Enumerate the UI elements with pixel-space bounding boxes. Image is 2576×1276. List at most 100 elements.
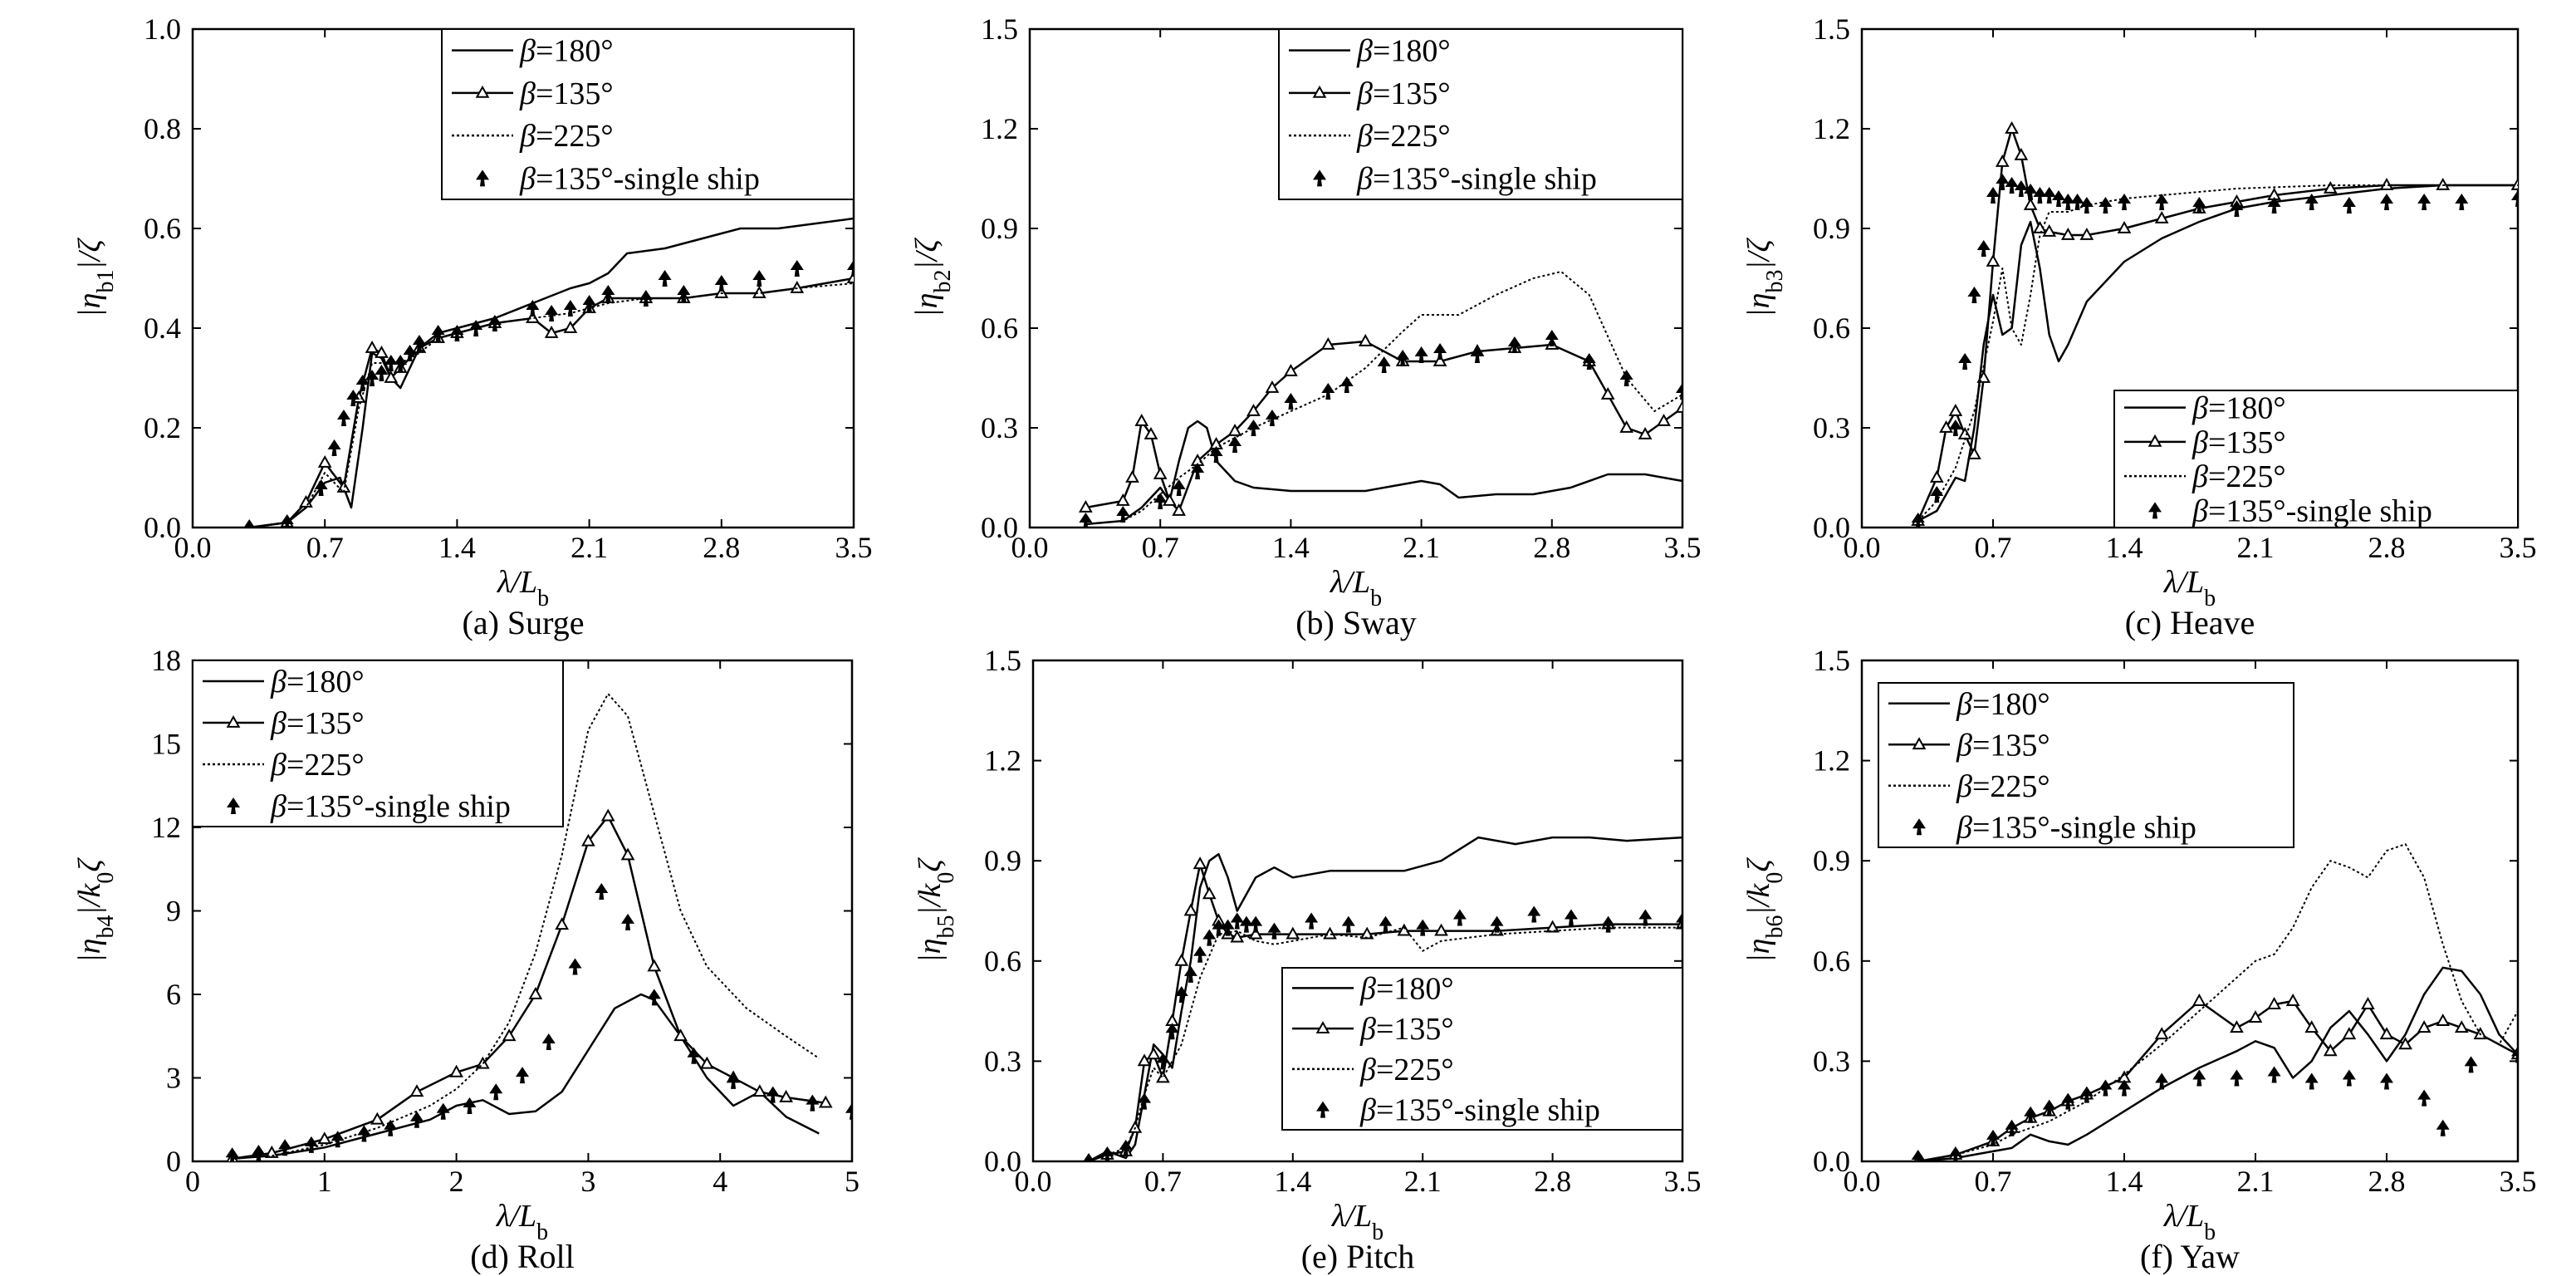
data-point-triangle (647, 959, 662, 972)
data-point-single-ship (2304, 1072, 2319, 1090)
legend-label: β=180° (519, 34, 614, 69)
y-tick-label: 0.3 (1813, 1044, 1850, 1077)
data-point-single-ship (2230, 200, 2244, 217)
data-point-single-ship (1582, 353, 1596, 370)
x-axis-label: λ/Lb (497, 565, 549, 611)
data-point-single-ship (2380, 1072, 2393, 1090)
data-point-triangle (2510, 177, 2518, 190)
data-point-triangle (2436, 177, 2451, 190)
x-axis-label: λ/Lb (1330, 565, 1382, 611)
data-point-triangle (1265, 380, 1280, 393)
data-point-single-ship (1396, 350, 1410, 366)
data-point-single-ship (1193, 945, 1207, 963)
data-point-single-ship (1165, 1023, 1179, 1040)
data-point-single-ship (1174, 986, 1188, 1003)
data-point-single-ship (336, 410, 350, 426)
legend-label: β=180° (2192, 391, 2286, 426)
legend-label: β=225° (519, 119, 614, 154)
series-line-1 (1917, 966, 2518, 1161)
y-tick-label: 0.0 (984, 1145, 1021, 1178)
data-point-triangle (1172, 503, 1187, 516)
data-point-single-ship (2230, 1069, 2244, 1087)
y-tick-label: 1.2 (1813, 112, 1850, 145)
data-point-single-ship (331, 1131, 345, 1148)
data-point-triangle (563, 320, 578, 333)
data-point-triangle (1323, 926, 1337, 940)
data-point-single-ship (516, 1067, 529, 1084)
x-tick-label: 0.7 (306, 531, 344, 564)
data-point-triangle (1986, 253, 2001, 267)
data-point-single-ship (2061, 194, 2075, 210)
legend: β=180° β=135° β=225° β=135°-single ship (1878, 682, 2294, 848)
data-point-single-ship (1433, 343, 1447, 360)
data-point-triangle (818, 1095, 833, 1108)
data-point-single-ship (677, 285, 691, 302)
data-point-single-ship (526, 300, 540, 317)
legend-box (441, 28, 855, 200)
data-point-triangle (2042, 223, 2057, 237)
x-tick-label: 0.7 (1975, 531, 2012, 564)
x-tick-label: 3.5 (835, 531, 873, 564)
y-tick-label: 0.6 (981, 312, 1018, 345)
data-point-triangle (2323, 180, 2338, 194)
data-point-single-ship (1911, 1149, 1925, 1161)
data-point-triangle (1939, 420, 1953, 433)
plot-frame (1860, 659, 2520, 1163)
data-point-single-ship (568, 958, 582, 975)
data-point-triangle (2023, 197, 2038, 210)
data-point-single-ship (2155, 1072, 2169, 1090)
x-tick-label: 0.7 (1144, 1165, 1182, 1198)
x-tick-label: 1.4 (1272, 531, 1310, 564)
panel-caption: (a) Surge (463, 604, 585, 641)
x-tick-label: 0.0 (174, 531, 212, 564)
series-line-3 (1917, 184, 2518, 522)
data-point-triangle (714, 285, 729, 298)
data-point-triangle (2060, 227, 2075, 240)
data-point-single-ship (2511, 1046, 2518, 1063)
data-point-single-ship (2070, 194, 2084, 210)
data-point-triangle (1619, 420, 1633, 433)
data-point-single-ship (1246, 420, 1261, 436)
y-tick-label: 0.2 (144, 411, 181, 444)
series-line-1 (1085, 420, 1682, 526)
y-tick-label: 0.9 (984, 844, 1021, 877)
data-point-single-ship (766, 1086, 780, 1103)
data-point-triangle (2417, 1020, 2432, 1033)
y-tick-label: 0.3 (981, 411, 1018, 444)
x-tick-label: 3.5 (1664, 531, 1702, 564)
data-point-triangle (2436, 1013, 2451, 1027)
y-tick-label: 1.2 (981, 112, 1018, 145)
data-point-triangle (2154, 1027, 2169, 1040)
chart-panel-5: 0.0 0.7 1.4 2.1 2.8 3.5 0.0 0.3 0.6 0.9 1.2 1.5 λ/Lb… (913, 644, 1702, 1275)
data-point-single-ship (436, 1102, 450, 1120)
y-tick-label: 0.6 (984, 945, 1021, 978)
data-point-triangle (600, 808, 615, 822)
panel-caption: (e) Pitch (1301, 1238, 1415, 1275)
data-point-triangle (1246, 403, 1261, 416)
data-point-single-ship (2267, 197, 2281, 213)
data-point-triangle (1134, 413, 1149, 426)
data-point-single-ship (545, 305, 559, 321)
data-point-single-ship (327, 439, 341, 456)
x-tick-label: 3.5 (1664, 1165, 1702, 1198)
data-point-single-ship (365, 370, 380, 386)
x-tick-label: 2.8 (2368, 531, 2406, 564)
data-point-single-ship (1156, 1053, 1170, 1070)
data-point-single-ship (314, 479, 328, 496)
data-point-single-ship (1172, 479, 1186, 496)
data-point-single-ship (2024, 184, 2038, 200)
legend-box (1278, 28, 1683, 200)
data-point-triangle (1115, 493, 1130, 506)
data-point-single-ship (2005, 1119, 2019, 1136)
data-point-single-ship (384, 1119, 398, 1136)
legend-label: β=135° (270, 706, 365, 741)
y-tick-label: 0.4 (144, 312, 181, 345)
data-point-single-ship (243, 519, 255, 528)
legend-label: β=135° (2192, 425, 2286, 460)
data-point-triangle (2323, 1043, 2338, 1057)
series-line-3 (232, 693, 820, 1160)
legend-label: β=135° (519, 76, 614, 111)
data-point-single-ship (394, 355, 408, 371)
legend-marker (475, 85, 490, 98)
